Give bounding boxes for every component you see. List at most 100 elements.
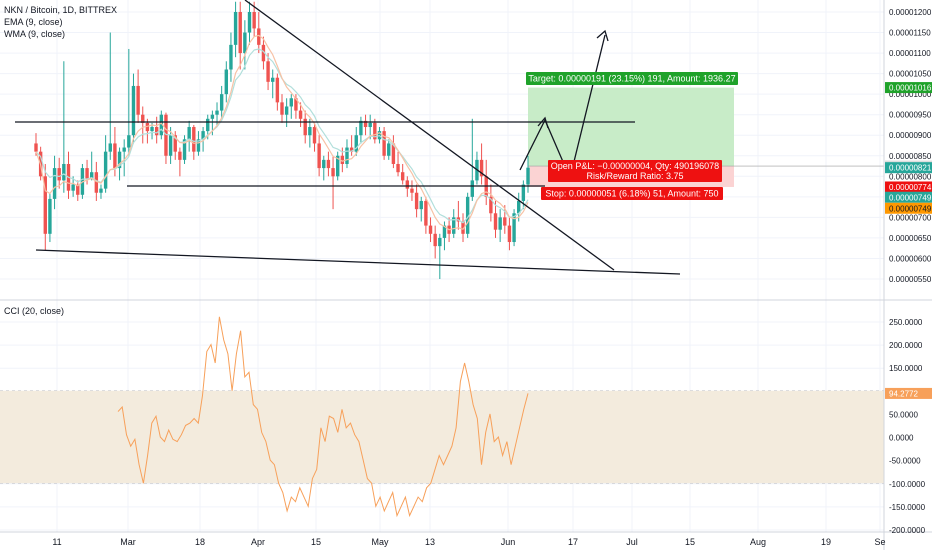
cci-legend[interactable]: CCI (20, close) <box>4 306 64 316</box>
projection-path[interactable] <box>519 34 606 181</box>
candle-body <box>271 77 275 82</box>
price-badge: 0.00001016 <box>885 82 932 94</box>
time-tick-label: 13 <box>425 537 435 547</box>
open-pnl-label[interactable]: Open P&L: −0.00000004, Qty: 490196078 Ri… <box>548 160 722 182</box>
candle-body <box>368 122 372 128</box>
candle-body <box>284 106 289 115</box>
candle-body <box>201 131 205 140</box>
price-badge-bg <box>885 191 932 203</box>
candle-body <box>373 122 377 140</box>
candle-body <box>442 225 447 238</box>
candle-body <box>136 85 140 115</box>
cci-badge-bg <box>885 387 932 399</box>
price-axis[interactable]: 0.00001200 0.00001150 0.00001100 0.00001050… <box>885 8 932 284</box>
price-badge-text: 0.00000821 <box>889 164 932 173</box>
candle-body <box>219 94 224 111</box>
target-zone[interactable] <box>528 87 734 167</box>
candle-body <box>280 102 284 115</box>
descending-trendline[interactable] <box>244 0 615 271</box>
candle-body <box>224 69 229 95</box>
price-badge-text: 0.00000774 <box>889 183 932 192</box>
candle-body <box>322 159 326 169</box>
time-tick-label: Jul <box>626 537 638 547</box>
candle-body <box>317 143 321 169</box>
candle-body <box>387 143 391 156</box>
candle-body <box>178 151 182 160</box>
candle-body <box>410 188 414 193</box>
candle-body <box>117 151 122 169</box>
candle-body <box>52 168 57 199</box>
candle-body <box>526 167 530 185</box>
wma-legend[interactable]: WMA (9, close) <box>4 29 65 39</box>
candle-body <box>517 200 521 214</box>
candle-body <box>345 147 349 164</box>
candle-body <box>507 225 512 243</box>
risk-reward-text: Risk/Reward Ratio: 3.75 <box>586 171 683 181</box>
candle-body <box>512 213 516 243</box>
time-tick-label: May <box>371 537 389 547</box>
drawings-layer <box>15 0 681 275</box>
candle-body <box>57 168 61 181</box>
candle-body <box>145 122 150 132</box>
candle-body <box>489 196 493 214</box>
cci-badge-text: 94.2772 <box>889 389 918 398</box>
candle-body <box>141 114 145 123</box>
target-label[interactable]: Target: 0.00000191 (23.15%) 191, Amount:… <box>526 72 738 85</box>
time-tick-label: 15 <box>311 537 321 547</box>
cci-tick-label: 200.0000 <box>889 341 923 350</box>
price-tick-label: 0.00001200 <box>889 8 932 17</box>
price-badge-text: 0.00001016 <box>889 84 932 93</box>
time-tick-label: Aug <box>750 537 766 547</box>
candle-body <box>503 217 507 226</box>
candle-body <box>298 110 303 119</box>
candle-body <box>438 237 442 247</box>
candle-body <box>173 135 177 152</box>
price-badge-text: 0.00000749 <box>889 204 932 213</box>
candle-body <box>479 159 484 177</box>
candle-body <box>76 184 80 195</box>
cci-band <box>0 390 884 484</box>
candle-body <box>127 135 131 148</box>
price-tick-label: 0.00000800 <box>889 172 932 181</box>
candle-body <box>99 188 103 193</box>
symbol-title[interactable]: NKN / Bitcoin, 1D, BITTREX <box>4 5 117 15</box>
cci-axis[interactable]: 250.0000200.0000150.0000100.000050.00000… <box>885 318 932 535</box>
candle-body <box>192 127 196 152</box>
candle-body <box>89 172 94 179</box>
candle-body <box>43 176 47 234</box>
candle-body <box>419 200 423 210</box>
price-tick-label: 0.00000950 <box>889 111 932 120</box>
price-tick-label: 0.00000600 <box>889 254 932 263</box>
candle-body <box>303 118 307 136</box>
stop-label[interactable]: Stop: 0.00000051 (6.18%) 51, Amount: 750 <box>541 187 723 200</box>
candle-body <box>312 127 317 144</box>
candle-body <box>289 98 293 107</box>
candle-body <box>257 28 261 45</box>
candle-body <box>335 155 340 177</box>
price-tick-label: 0.00000850 <box>889 152 932 161</box>
time-tick-label: Mar <box>120 537 136 547</box>
candle-body <box>261 44 266 62</box>
cci-tick-label: -100.0000 <box>889 480 926 489</box>
time-axis[interactable]: 11 Mar 18 Apr 15 May 13 Jun 17 Jul 15 Aug 19 Se <box>52 537 885 547</box>
cci-tick-label: -50.0000 <box>889 457 921 466</box>
cci-tick-label: 50.0000 <box>889 410 918 419</box>
price-tick-label: 0.00001150 <box>889 29 931 38</box>
candle-body <box>252 12 256 29</box>
candle-body <box>182 139 187 160</box>
candle-body <box>113 143 117 169</box>
ema-legend[interactable]: EMA (9, close) <box>4 17 63 27</box>
cci-tick-label: -200.0000 <box>889 526 926 535</box>
candle-body <box>187 127 191 140</box>
candle-body <box>94 172 99 193</box>
candle-body <box>34 143 38 152</box>
price-tick-label: 0.00001000 <box>889 90 932 99</box>
candle-body <box>391 143 396 164</box>
candle-body <box>308 127 312 136</box>
wedge-bottom-line[interactable] <box>35 249 681 275</box>
time-tick-label: Jun <box>501 537 516 547</box>
price-badge: 0.00000749 <box>885 202 932 214</box>
candle-body <box>275 77 280 103</box>
